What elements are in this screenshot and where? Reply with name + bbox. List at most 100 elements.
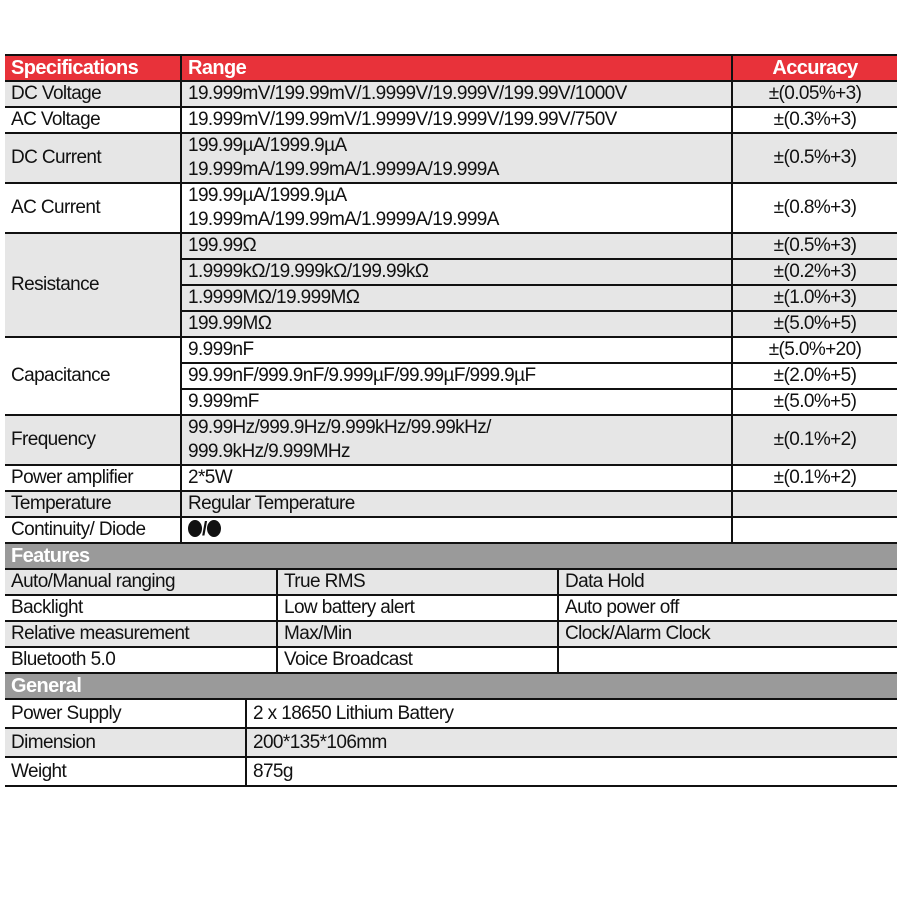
features-title: Features — [5, 542, 898, 570]
spec-name: DC Current — [5, 132, 181, 184]
spec-row: Temperature Regular Temperature — [5, 490, 897, 518]
range-line: 2*5W — [188, 467, 233, 488]
feature-item: Clock/Alarm Clock — [556, 620, 898, 648]
spec-name: Frequency — [5, 414, 181, 466]
spec-name: Continuity/ Diode — [5, 516, 181, 544]
spec-name: DC Voltage — [5, 80, 181, 108]
spec-accuracy — [731, 490, 897, 518]
spec-name: Capacitance — [5, 336, 181, 416]
feature-item: True RMS — [276, 568, 558, 596]
feature-item: Max/Min — [276, 620, 558, 648]
feature-item: Auto power off — [556, 594, 898, 622]
range-line: 199.99µA/1999.9µA — [188, 135, 347, 156]
range-line: 199.99Ω — [188, 235, 257, 256]
header-accuracy: Accuracy — [731, 54, 897, 82]
feature-item: Relative measurement — [5, 620, 277, 648]
feature-item — [556, 646, 898, 674]
spec-accuracy: ±(0.5%+3) — [731, 232, 897, 260]
spec-name: Temperature — [5, 490, 181, 518]
spec-accuracy: ±(0.5%+3) — [731, 132, 897, 184]
spec-range: 9.999nF — [180, 336, 732, 364]
spec-row: DC Voltage 19.999mV/199.99mV/1.9999V/19.9… — [5, 80, 897, 108]
spec-range: 19.999mV/199.99mV/1.9999V/19.999V/199.99… — [180, 106, 732, 134]
spec-row: AC Current 199.99µA/1999.9µA 19.999mA/199.… — [5, 182, 897, 234]
spec-row: Resistance 199.99Ω ±(0.5%+3) — [5, 232, 897, 338]
spec-name: AC Current — [5, 182, 181, 234]
general-table: General Power Supply 2 x 18650 Lithium Bat… — [5, 672, 898, 787]
spec-accuracy: ±(0.8%+3) — [731, 182, 897, 234]
feature-item: Backlight — [5, 594, 277, 622]
general-section-header: General — [5, 672, 898, 700]
spec-accuracy: ±(1.0%+3) — [731, 284, 897, 312]
spec-accuracy: ±(2.0%+5) — [731, 362, 897, 390]
general-row: Dimension 200*135*106mm — [5, 727, 898, 758]
spec-range: 99.99nF/999.9nF/9.999µF/99.99µF/999.9µF — [180, 362, 732, 390]
range-line: 9.999nF — [188, 339, 254, 360]
general-row: Power Supply 2 x 18650 Lithium Battery — [5, 698, 898, 729]
general-value: 875g — [244, 756, 898, 787]
general-label: Dimension — [5, 727, 246, 758]
spec-row: DC Current 199.99µA/1999.9µA 19.999mA/199.… — [5, 132, 897, 184]
spec-range: 199.99Ω — [180, 232, 732, 260]
feature-item: Low battery alert — [276, 594, 558, 622]
spec-accuracy: ±(0.05%+3) — [731, 80, 897, 108]
spec-range: 199.99µA/1999.9µA 19.999mA/199.99mA/1.999… — [180, 132, 732, 184]
spec-range: 19.999mV/199.99mV/1.9999V/19.999V/199.99… — [180, 80, 732, 108]
feature-row: Bluetooth 5.0 Voice Broadcast — [5, 646, 898, 674]
spec-accuracy: ±(5.0%+20) — [731, 336, 897, 364]
spec-sheet: Specifications Range Accuracy DC Voltage 19.… — [5, 54, 898, 787]
range-line: 99.99Hz/999.9Hz/9.999kHz/99.99kHz/ — [188, 417, 491, 438]
separator: / — [202, 519, 207, 540]
header-range: Range — [180, 54, 732, 82]
spec-accuracy: ±(5.0%+5) — [731, 310, 897, 338]
general-row: Weight 875g — [5, 756, 898, 787]
range-line: 99.99nF/999.9nF/9.999µF/99.99µF/999.9µF — [188, 365, 536, 386]
spec-accuracy: ±(0.3%+3) — [731, 106, 897, 134]
feature-row: Auto/Manual ranging True RMS Data Hold — [5, 568, 898, 596]
spec-name: Power amplifier — [5, 464, 181, 492]
continuity-dot-icon — [188, 520, 202, 537]
diode-dot-icon — [206, 520, 221, 537]
spec-row: Power amplifier 2*5W ±(0.1%+2) — [5, 464, 897, 492]
spec-accuracy: ±(0.1%+2) — [731, 414, 897, 466]
spec-range: 2*5W — [180, 464, 732, 492]
range-line: 1.9999MΩ/19.999MΩ — [188, 287, 360, 308]
spec-row: Capacitance 9.999nF ±(5.0%+20) — [5, 336, 897, 416]
feature-item: Data Hold — [556, 568, 898, 596]
feature-item: Voice Broadcast — [276, 646, 558, 674]
feature-item: Bluetooth 5.0 — [5, 646, 277, 674]
header-specifications: Specifications — [5, 54, 181, 82]
spec-range: 1.9999kΩ/19.999kΩ/199.99kΩ — [180, 258, 732, 286]
feature-row: Relative measurement Max/Min Clock/Alarm C… — [5, 620, 898, 648]
range-line: 199.99MΩ — [188, 313, 272, 334]
range-line: 9.999mF — [188, 391, 259, 412]
general-title: General — [5, 672, 898, 700]
spec-row: 1.9999kΩ/19.999kΩ/199.99kΩ ±(0.2%+3) — [5, 258, 897, 286]
spec-range: 9.999mF — [180, 388, 732, 416]
spec-range: 99.99Hz/999.9Hz/9.999kHz/99.99kHz/999.9k… — [180, 414, 732, 466]
range-line: 19.999mV/199.99mV/1.9999V/19.999V/199.99… — [188, 109, 617, 130]
specifications-table: Specifications Range Accuracy DC Voltage 19.… — [5, 54, 897, 544]
general-label: Weight — [5, 756, 246, 787]
features-section-header: Features — [5, 542, 898, 570]
spec-range: 1.9999MΩ/19.999MΩ — [180, 284, 732, 312]
spec-header-row: Specifications Range Accuracy — [5, 54, 897, 82]
spec-accuracy: ±(5.0%+5) — [731, 388, 897, 416]
spec-range: Regular Temperature — [180, 490, 732, 518]
spec-accuracy: ±(0.1%+2) — [731, 464, 897, 492]
general-value: 2 x 18650 Lithium Battery — [244, 698, 898, 729]
spec-row: AC Voltage 19.999mV/199.99mV/1.9999V/19.9… — [5, 106, 897, 134]
spec-name: Resistance — [5, 232, 181, 338]
range-line: 19.999mA/199.99mA/1.9999A/19.999A — [188, 159, 499, 180]
range-line: Regular Temperature — [188, 493, 355, 514]
general-value: 200*135*106mm — [244, 727, 898, 758]
spec-accuracy: ±(0.2%+3) — [731, 258, 897, 286]
general-label: Power Supply — [5, 698, 246, 729]
range-line: 999.9kHz/9.999MHz — [188, 441, 351, 462]
spec-row: Continuity/ Diode / — [5, 516, 897, 544]
features-table: Features Auto/Manual ranging True RMS Data … — [5, 542, 898, 674]
spec-accuracy — [731, 516, 897, 544]
spec-range: / — [180, 516, 732, 544]
spec-row: Frequency 99.99Hz/999.9Hz/9.999kHz/99.99k… — [5, 414, 897, 466]
range-line: 199.99µA/1999.9µA — [188, 185, 347, 206]
